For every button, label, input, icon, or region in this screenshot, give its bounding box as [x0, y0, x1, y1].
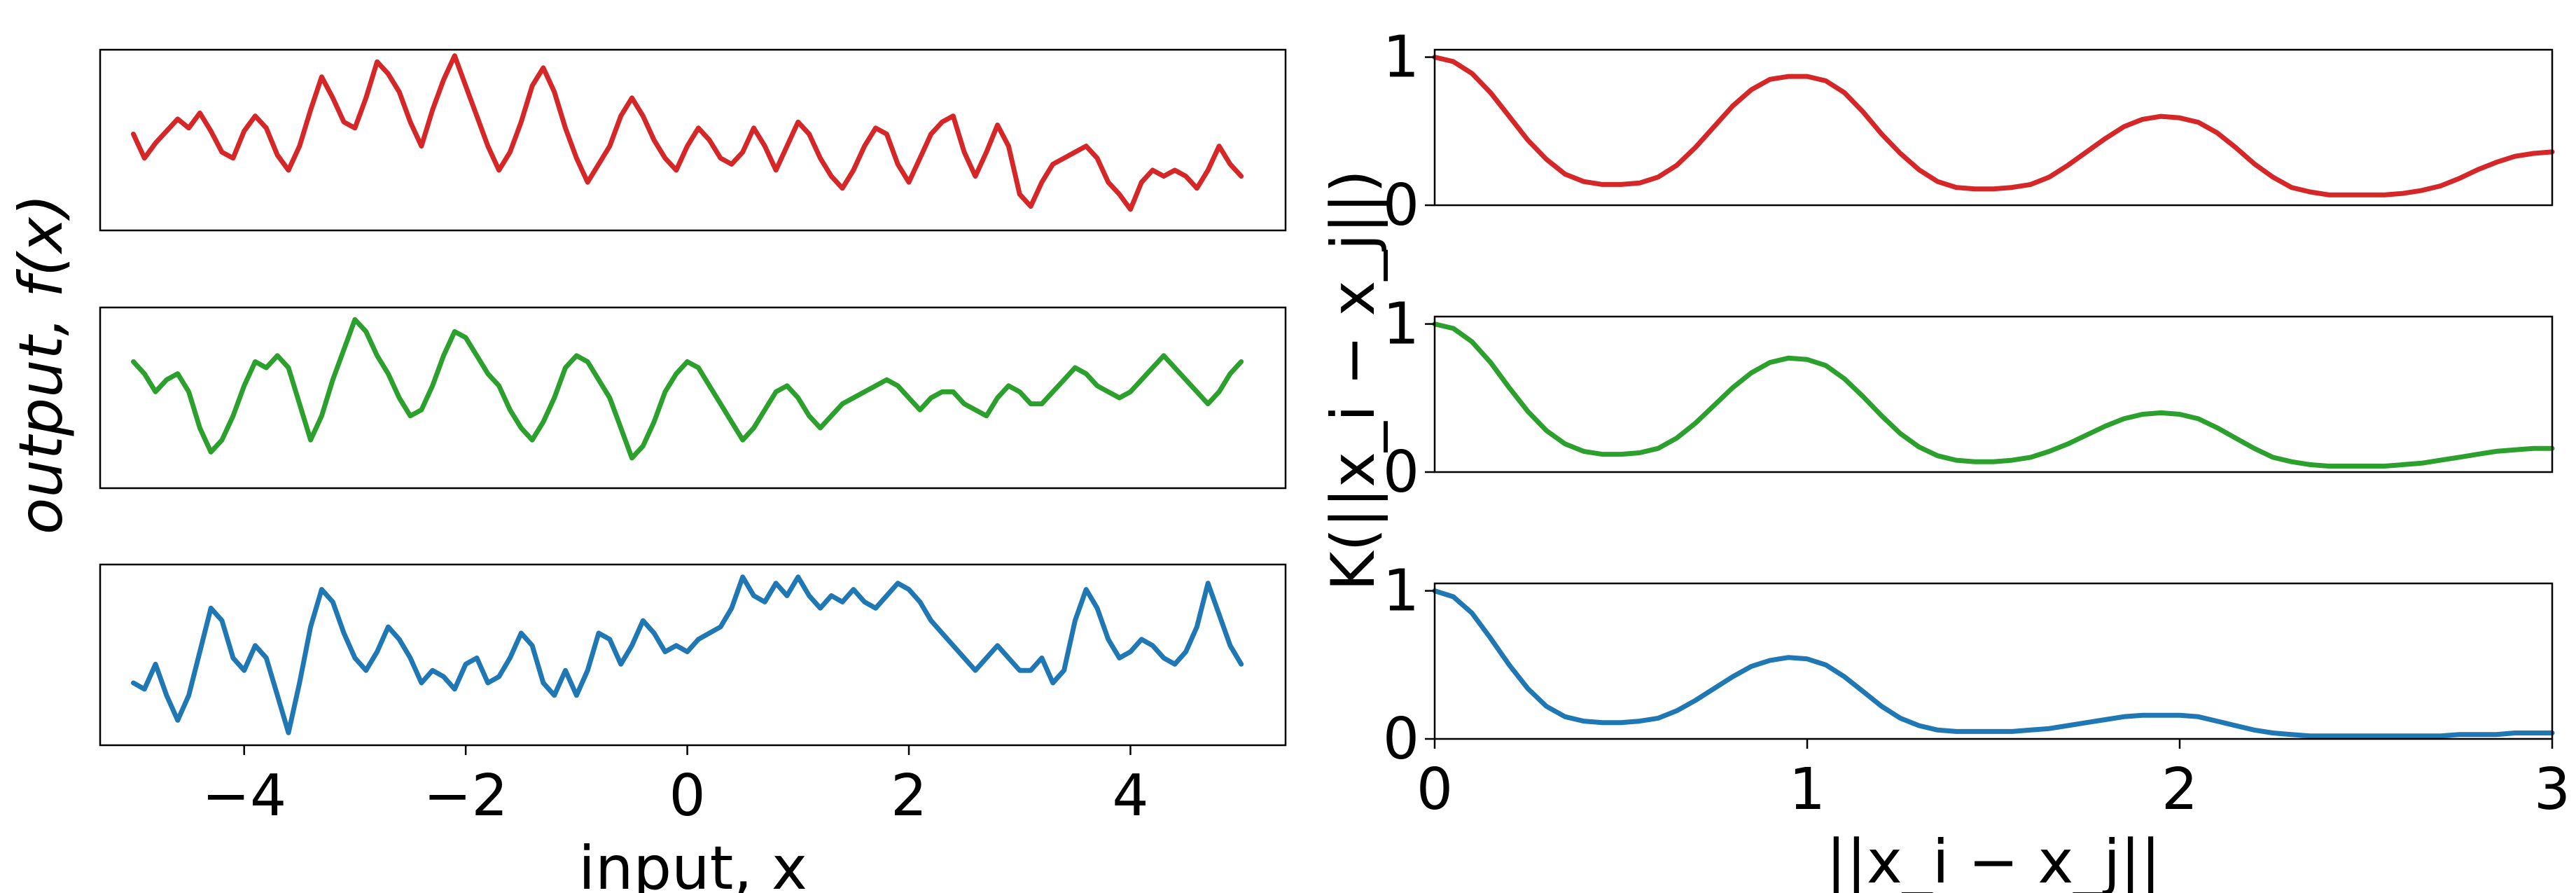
axes-frame-left-bottom — [99, 563, 1287, 747]
y-tick-label-right-top: 1 — [1383, 25, 1419, 91]
x-tick-label-right-bottom: 1 — [1789, 756, 1825, 823]
x-tick-label-right-bottom: 3 — [2534, 756, 2570, 823]
x-tick-label-left-bottom: 2 — [891, 763, 927, 829]
axes-frame-left-top — [99, 48, 1287, 232]
y-tick-label-right-bottom: 1 — [1383, 558, 1419, 625]
series-line-right-top — [1432, 55, 2555, 198]
y-axis-label-right-middle: K(||x_i − x_j||) — [1318, 169, 1388, 591]
y-tick-label-right-bottom: 0 — [1383, 706, 1419, 773]
x-tick-label-left-bottom: 0 — [669, 763, 706, 829]
axes-frame-right-bottom — [1433, 582, 2554, 740]
x-axis-label-left-bottom: input, x — [578, 833, 807, 893]
series-line-left-top — [131, 53, 1244, 212]
axes-frame-right-top — [1433, 48, 2554, 207]
panel-right-bottom: 0 1 0 1 2 3 ||x_i − x_j|| — [1383, 558, 2570, 893]
series-line-left-middle — [131, 317, 1244, 461]
left-y-axis-label: output, f(x) — [6, 194, 76, 535]
x-tick-label-left-bottom: 4 — [1112, 763, 1148, 829]
x-tick-label-right-bottom: 0 — [1416, 756, 1453, 823]
panel-left-top — [99, 48, 1287, 232]
panel-right-top: 01 — [1383, 25, 2555, 239]
y-tick-label-right-middle: 0 — [1383, 439, 1419, 506]
axes-frame-right-middle — [1433, 315, 2554, 473]
series-line-right-bottom — [1432, 588, 2555, 739]
series-line-left-bottom — [131, 574, 1244, 735]
panel-left-middle — [99, 306, 1287, 490]
axes-frame-left-middle — [99, 306, 1287, 490]
panel-right-middle: 0 1K(||x_i − x_j||) — [1318, 169, 2555, 591]
x-tick-label-left-bottom: −4 — [202, 763, 286, 829]
series-line-right-middle — [1432, 321, 2555, 469]
x-tick-label-right-bottom: 2 — [2161, 756, 2198, 823]
panel-left-bottom: −4 −2 0 2 4 input, x — [99, 563, 1287, 893]
y-tick-label-right-top: 0 — [1383, 172, 1419, 239]
x-tick-label-left-bottom: −2 — [424, 763, 508, 829]
y-tick-label-right-middle: 1 — [1383, 291, 1419, 358]
x-axis-label-right-bottom: ||x_i − x_j|| — [1826, 827, 2161, 893]
